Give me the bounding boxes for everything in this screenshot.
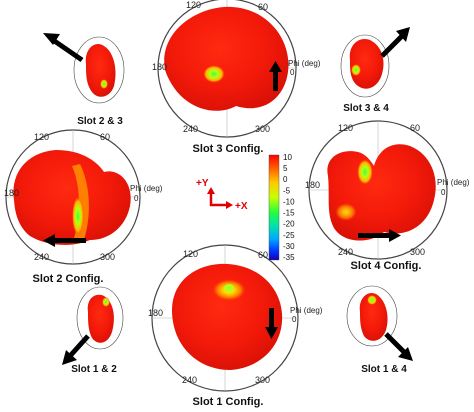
color-bar: 10 5 0 -5 -10 -15 -20 -25 -30 -35 <box>268 153 295 262</box>
panel-slot3-4: Slot 3 & 4 <box>340 27 410 114</box>
x-axis-arrowhead <box>226 201 233 209</box>
color-bar-tick-label: 5 <box>283 164 288 173</box>
pattern-null <box>367 295 377 305</box>
panel-slot1-4: Slot 1 & 4 <box>346 285 413 375</box>
arrow-down <box>265 308 278 339</box>
caption-slot2: Slot 2 Config. <box>33 273 104 285</box>
tick-120: 120 <box>338 123 353 133</box>
panel-slot1: 120 60 180 240 300 Phi (deg) 0 Slot 1 Co… <box>148 244 323 408</box>
polar-ring <box>76 286 124 350</box>
pattern-lobe <box>359 292 388 341</box>
tick-300: 300 <box>255 124 270 134</box>
pattern-null <box>224 284 234 292</box>
tick-240: 240 <box>183 124 198 134</box>
panel-slot1-2: Slot 1 & 2 <box>62 286 124 375</box>
panel-slot3: 120 60 180 240 300 Phi (deg) 0 Slot 3 Co… <box>152 0 321 155</box>
phi-axis-label: Phi (deg) <box>130 184 163 193</box>
caption-slot2-3: Slot 2 & 3 <box>77 116 123 127</box>
tick-180: 180 <box>152 62 167 72</box>
pattern-highlight <box>335 203 357 221</box>
panel-slot4: 120 60 180 240 300 Phi (deg) 0 Slot 4 Co… <box>305 120 470 272</box>
arrow-down-left <box>62 334 90 365</box>
tick-60: 60 <box>258 250 268 260</box>
color-bar-tick-label: 0 <box>283 175 288 184</box>
tick-300: 300 <box>255 375 270 385</box>
caption-slot1: Slot 1 Config. <box>193 396 264 408</box>
panel-slot2-3: Slot 2 & 3 <box>43 33 125 127</box>
axes-indicator: +Y +X <box>196 178 248 212</box>
pattern-null <box>357 159 373 185</box>
pattern-null <box>203 65 225 83</box>
tick-300: 300 <box>410 247 425 257</box>
tick-60: 60 <box>258 2 268 12</box>
arrow-up <box>269 61 282 91</box>
pattern-lobe <box>172 263 283 370</box>
caption-slot3-4: Slot 3 & 4 <box>343 103 389 114</box>
y-axis-label: +Y <box>196 178 209 189</box>
polar-ring <box>340 34 390 98</box>
phi-axis-label: Phi (deg) <box>288 59 321 68</box>
tick-120: 120 <box>183 249 198 259</box>
pattern-lobe <box>85 44 116 97</box>
pattern-lobe <box>349 38 384 89</box>
phi-zero-label: 0 <box>292 315 297 324</box>
color-bar-tick-label: -35 <box>283 253 295 262</box>
pattern-null <box>351 64 361 76</box>
arrow-down-right <box>384 332 413 361</box>
color-bar-tick-label: -15 <box>283 209 295 218</box>
tick-240: 240 <box>34 252 49 262</box>
pattern-null <box>72 196 84 236</box>
color-bar-tick-label: -25 <box>283 231 295 240</box>
color-bar-tick-label: -20 <box>283 220 295 229</box>
tick-120: 120 <box>186 0 201 10</box>
caption-slot1-4: Slot 1 & 4 <box>361 364 407 375</box>
arrow-right <box>358 229 401 242</box>
pattern-lobe <box>327 144 436 241</box>
phi-zero-label: 0 <box>134 194 139 203</box>
arrow-left <box>43 234 86 247</box>
pattern-null <box>100 79 108 89</box>
color-bar-ticks: 10 5 0 -5 -10 -15 -20 -25 -30 -35 <box>283 153 295 262</box>
color-bar-tick-label: -10 <box>283 197 295 206</box>
caption-slot1-2: Slot 1 & 2 <box>71 364 117 375</box>
phi-zero-label: 0 <box>290 68 295 77</box>
phi-axis-label: Phi (deg) <box>290 306 323 315</box>
panel-slot2: 120 60 180 240 300 Phi (deg) 0 Slot 2 Co… <box>4 129 163 285</box>
tick-180: 180 <box>148 308 163 318</box>
tick-300: 300 <box>100 252 115 262</box>
tick-60: 60 <box>410 123 420 133</box>
pattern-lobe <box>164 6 289 111</box>
tick-240: 240 <box>338 247 353 257</box>
color-bar-tick-label: 10 <box>283 153 292 162</box>
pattern-lobe <box>87 294 114 343</box>
tick-120: 120 <box>34 132 49 142</box>
color-bar-gradient <box>268 154 280 261</box>
pattern-null <box>102 297 110 307</box>
color-bar-tick-label: -5 <box>283 186 291 195</box>
x-axis-label: +X <box>235 201 248 212</box>
polar-ring <box>346 285 398 347</box>
color-bar-tick-label: -30 <box>283 242 295 251</box>
phi-axis-label: Phi (deg) <box>437 178 470 187</box>
caption-slot4: Slot 4 Config. <box>351 260 422 272</box>
tick-180: 180 <box>305 180 320 190</box>
tick-60: 60 <box>100 132 110 142</box>
y-axis-arrowhead <box>207 187 215 194</box>
tick-240: 240 <box>182 375 197 385</box>
caption-slot3: Slot 3 Config. <box>193 143 264 155</box>
tick-180: 180 <box>4 188 19 198</box>
pattern-lobe <box>13 150 131 245</box>
phi-zero-label: 0 <box>441 188 446 197</box>
arrow-up-left <box>43 33 84 63</box>
polar-ring <box>73 36 125 104</box>
arrow-up-right <box>380 27 410 58</box>
